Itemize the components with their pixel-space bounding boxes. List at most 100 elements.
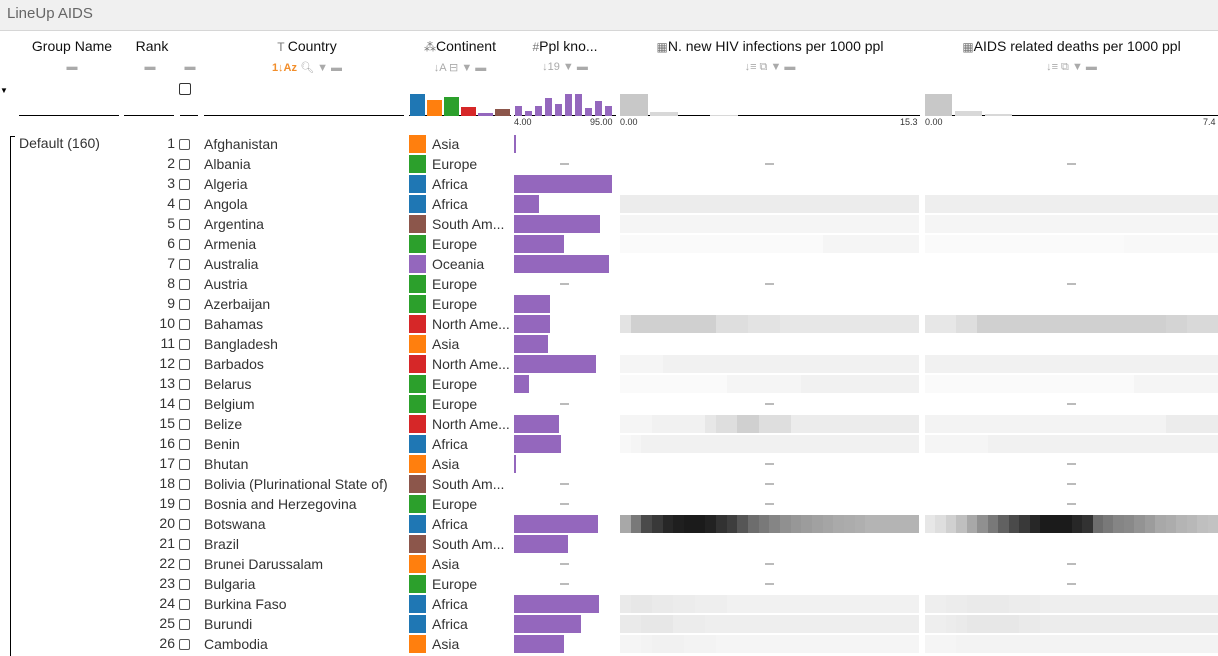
table-row[interactable]: 17 Bhutan Asia [0, 454, 1218, 474]
row-checkbox[interactable] [179, 639, 190, 650]
row-checkbox[interactable] [179, 319, 190, 330]
continent-summary[interactable] [409, 80, 511, 116]
country-label: Country [287, 38, 337, 54]
table-row[interactable]: 5 Argentina South Am... [0, 214, 1218, 234]
table-row[interactable]: 24 Burkina Faso Africa [0, 594, 1218, 614]
table-row[interactable]: 25 Burundi Africa [0, 614, 1218, 634]
table-row[interactable]: 4 Angola Africa [0, 194, 1218, 214]
row-checkbox[interactable] [179, 399, 190, 410]
row-checkbox[interactable] [179, 459, 190, 470]
sort-az-icon[interactable]: 1↓Az [271, 62, 297, 74]
table-row[interactable]: 6 Armenia Europe [0, 234, 1218, 254]
table-row[interactable]: 15 Belize North Ame... [0, 414, 1218, 434]
select-all-checkbox[interactable] [179, 83, 191, 95]
table-row[interactable]: 8 Austria Europe [0, 274, 1218, 294]
group-icon[interactable]: ⊟ [449, 62, 459, 74]
row-checkbox[interactable] [179, 179, 190, 190]
table-row[interactable]: 20 Botswana Africa [0, 514, 1218, 534]
table-row[interactable]: 13 Belarus Europe [0, 374, 1218, 394]
filter-icon[interactable]: ▼ [461, 62, 473, 74]
table-row[interactable]: 11 Bangladesh Asia [0, 334, 1218, 354]
table-row[interactable]: 26 Cambodia Asia [0, 634, 1218, 653]
row-checkbox[interactable] [179, 239, 190, 250]
sort-numeric-icon[interactable]: ↓19 [542, 61, 560, 73]
table-row[interactable]: 10 Bahamas North Ame... [0, 314, 1218, 334]
sort-icon[interactable]: ↓≡ [744, 61, 757, 73]
row-checkbox[interactable] [179, 339, 190, 350]
split-icon[interactable]: ⧉ [759, 61, 768, 73]
header-country[interactable]: T Country [204, 38, 410, 56]
hiv-heat-cell [844, 435, 855, 453]
table-row[interactable]: 16 Benin Africa [0, 434, 1218, 454]
row-checkbox[interactable] [179, 279, 190, 290]
ppl-summary[interactable] [514, 80, 616, 116]
filter-icon[interactable]: ▼ [317, 62, 328, 74]
table-row[interactable]: 22 Brunei Darussalam Asia [0, 554, 1218, 574]
table-row[interactable]: 14 Belgium Europe [0, 394, 1218, 414]
more-icon[interactable]: ▬ [1085, 61, 1097, 73]
filter-icon[interactable]: ▼ [562, 61, 574, 73]
more-icon[interactable]: ▬ [784, 61, 796, 73]
table-row[interactable]: 23 Bulgaria Europe [0, 574, 1218, 594]
header-group-name[interactable]: Group Name [20, 38, 124, 56]
table-row[interactable]: 7 Australia Oceania [0, 254, 1218, 274]
header-rank[interactable]: Rank [124, 38, 180, 56]
row-checkbox[interactable] [179, 599, 190, 610]
sort-icon[interactable]: ↓A [433, 62, 446, 74]
deaths-summary[interactable] [925, 80, 1218, 116]
deaths-heat-cell [987, 435, 999, 453]
hiv-summary[interactable] [620, 80, 920, 116]
table-row[interactable]: 1 Afghanistan Asia [0, 134, 1218, 154]
group-name-more-icon[interactable]: ▬ [66, 61, 78, 73]
table-row[interactable]: 19 Bosnia and Herzegovina Europe [0, 494, 1218, 514]
select-more-icon[interactable]: ▬ [184, 61, 196, 73]
row-checkbox[interactable] [179, 379, 190, 390]
row-checkbox[interactable] [179, 299, 190, 310]
more-icon[interactable]: ▬ [475, 62, 487, 74]
group-label[interactable]: Default (160) [19, 135, 100, 151]
deaths-heat-cell [1165, 415, 1177, 433]
header-ppl[interactable]: #Ppl kno... [514, 38, 616, 56]
ppl-bar [514, 255, 609, 273]
row-checkbox[interactable] [179, 219, 190, 230]
row-checkbox[interactable] [179, 139, 190, 150]
row-checkbox[interactable] [179, 519, 190, 530]
more-icon[interactable]: ▬ [576, 61, 588, 73]
table-row[interactable]: 3 Algeria Africa [0, 174, 1218, 194]
header-deaths[interactable]: ▦AIDS related deaths per 1000 ppl [925, 38, 1218, 56]
row-checkbox[interactable] [179, 499, 190, 510]
collapse-all-icon[interactable]: ▼ [0, 86, 8, 95]
row-checkbox[interactable] [179, 539, 190, 550]
table-row[interactable]: 21 Brazil South Am... [0, 534, 1218, 554]
row-checkbox[interactable] [179, 199, 190, 210]
row-checkbox[interactable] [179, 619, 190, 630]
split-icon[interactable]: ⧉ [1061, 61, 1069, 73]
more-icon[interactable]: ▬ [331, 62, 343, 74]
row-checkbox[interactable] [179, 559, 190, 570]
deaths-heat-cell [1092, 195, 1103, 213]
row-checkbox[interactable] [179, 159, 190, 170]
hiv-heat-cell [705, 515, 717, 533]
sort-icon[interactable]: ↓≡ [1046, 61, 1058, 73]
header-hiv[interactable]: ▦N. new HIV infections per 1000 ppl [620, 38, 920, 56]
table-row[interactable]: 2 Albania Europe [0, 154, 1218, 174]
table-row[interactable]: 18 Bolivia (Plurinational State of) South … [0, 474, 1218, 494]
rank-more-icon[interactable]: ▬ [144, 61, 156, 73]
row-checkbox[interactable] [179, 579, 190, 590]
filter-icon[interactable]: ▼ [1071, 61, 1083, 73]
row-checkbox[interactable] [179, 359, 190, 370]
table-row[interactable]: 12 Barbados North Ame... [0, 354, 1218, 374]
row-checkbox[interactable] [179, 419, 190, 430]
row-checkbox[interactable] [179, 439, 190, 450]
search-icon[interactable]: 🔍︎ [300, 62, 315, 74]
hiv-heat-cell [908, 215, 919, 233]
header-continent[interactable]: ⁂Continent [409, 38, 511, 56]
row-checkbox[interactable] [179, 479, 190, 490]
hiv-heat-cell [822, 235, 834, 253]
filter-icon[interactable]: ▼ [770, 61, 782, 73]
continent-cell: South Am... [432, 476, 505, 492]
country-cell: Barbados [204, 356, 264, 372]
row-checkbox[interactable] [179, 259, 190, 270]
table-row[interactable]: 9 Azerbaijan Europe [0, 294, 1218, 314]
deaths-heat-cell [1155, 315, 1166, 333]
